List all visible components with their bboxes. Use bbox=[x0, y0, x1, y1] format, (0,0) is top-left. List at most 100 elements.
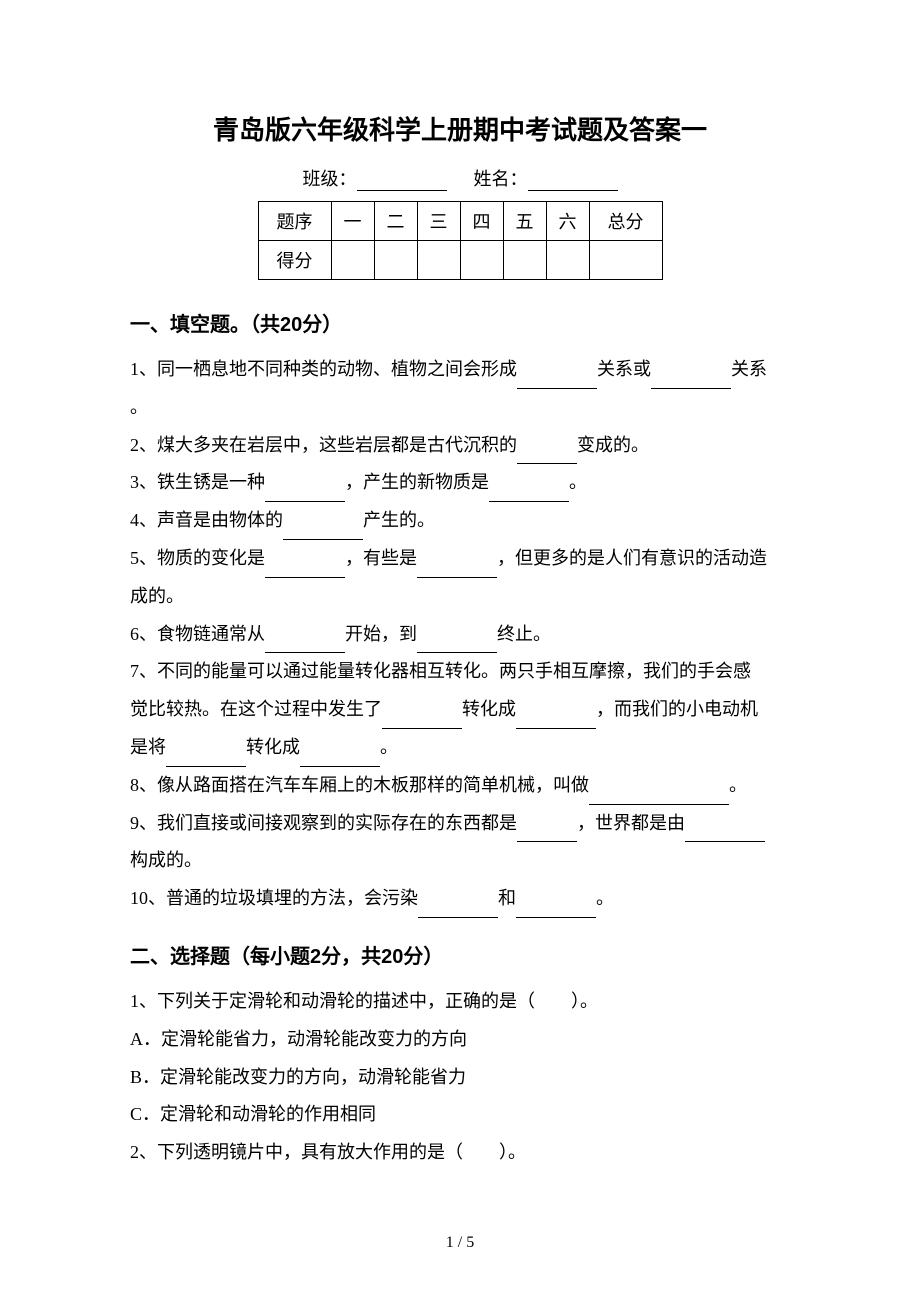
blank bbox=[517, 826, 577, 842]
text: 6、食物链通常从 bbox=[130, 624, 265, 644]
text: ，世界都是由 bbox=[577, 813, 685, 833]
text: 。 bbox=[569, 472, 587, 492]
blank bbox=[166, 751, 246, 767]
blank bbox=[489, 486, 569, 502]
text: 觉比较热。在这个过程中发生了 bbox=[130, 699, 382, 719]
score-cell bbox=[503, 241, 546, 280]
text: 8、像从路面搭在汽车车厢上的木板那样的简单机械，叫做 bbox=[130, 775, 589, 795]
text: 10、普通的垃圾填埋的方法，会污染 bbox=[130, 888, 418, 908]
blank bbox=[417, 562, 497, 578]
blank bbox=[517, 448, 577, 464]
name-blank bbox=[528, 173, 618, 191]
text: 开始，到 bbox=[345, 624, 417, 644]
text: 。 bbox=[130, 397, 148, 417]
score-table-header-row: 题序 一 二 三 四 五 六 总分 bbox=[258, 202, 662, 241]
text: 关系 bbox=[731, 359, 767, 379]
question-8: 8、像从路面搭在汽车车厢上的木板那样的简单机械，叫做 。 bbox=[130, 767, 790, 805]
blank bbox=[265, 637, 345, 653]
text: 4、声音是由物体的 bbox=[130, 510, 283, 530]
text: 9、我们直接或间接观察到的实际存在的东西都是 bbox=[130, 813, 517, 833]
score-header-cell: 三 bbox=[417, 202, 460, 241]
question-3: 3、铁生锈是一种 ，产生的新物质是 。 bbox=[130, 464, 790, 502]
question-7-cont1: 觉比较热。在这个过程中发生了 转化成 ，而我们的小电动机 bbox=[130, 691, 790, 729]
score-table: 题序 一 二 三 四 五 六 总分 得分 bbox=[258, 201, 663, 280]
question-9-cont: 构成的。 bbox=[130, 842, 790, 880]
text: 5、物质的变化是 bbox=[130, 548, 265, 568]
blank bbox=[589, 789, 729, 805]
score-row-label: 得分 bbox=[258, 241, 331, 280]
blank bbox=[300, 751, 380, 767]
section2-heading: 二、选择题（每小题2分，共20分） bbox=[130, 940, 790, 969]
text: ，但更多的是人们有意识的活动造 bbox=[497, 548, 767, 568]
document-title: 青岛版六年级科学上册期中考试题及答案一 bbox=[130, 110, 790, 147]
question-2: 2、煤大多夹在岩层中，这些岩层都是古代沉积的 变成的。 bbox=[130, 427, 790, 465]
text: 。 bbox=[729, 775, 747, 795]
section2-question-1: 1、下列关于定滑轮和动滑轮的描述中，正确的是（ ）。 bbox=[130, 983, 790, 1021]
name-label: 姓名： bbox=[474, 169, 528, 189]
section2-q1-option-c: C．定滑轮和动滑轮的作用相同 bbox=[130, 1096, 790, 1134]
question-5: 5、物质的变化是 ，有些是 ，但更多的是人们有意识的活动造 bbox=[130, 540, 790, 578]
text: ，有些是 bbox=[345, 548, 417, 568]
text: 成的。 bbox=[130, 586, 184, 606]
blank bbox=[417, 637, 497, 653]
question-4: 4、声音是由物体的 产生的。 bbox=[130, 502, 790, 540]
text: 是将 bbox=[130, 737, 166, 757]
score-header-cell: 二 bbox=[374, 202, 417, 241]
section2-q1-option-a: A．定滑轮能省力，动滑轮能改变力的方向 bbox=[130, 1021, 790, 1059]
text: ，产生的新物质是 bbox=[345, 472, 489, 492]
blank bbox=[516, 713, 596, 729]
score-cell bbox=[374, 241, 417, 280]
section2-q1-option-b: B．定滑轮能改变力的方向，动滑轮能省力 bbox=[130, 1059, 790, 1097]
question-1: 1、同一栖息地不同种类的动物、植物之间会形成 关系或 关系 bbox=[130, 351, 790, 389]
score-cell bbox=[589, 241, 662, 280]
text: 。 bbox=[596, 888, 614, 908]
question-7-cont2: 是将 转化成 。 bbox=[130, 729, 790, 767]
class-label: 班级： bbox=[303, 169, 357, 189]
score-cell bbox=[460, 241, 503, 280]
section1-heading: 一、填空题。（共20分） bbox=[130, 308, 790, 337]
question-9: 9、我们直接或间接观察到的实际存在的东西都是 ，世界都是由 bbox=[130, 805, 790, 843]
text: 1、同一栖息地不同种类的动物、植物之间会形成 bbox=[130, 359, 517, 379]
text: 终止。 bbox=[497, 624, 551, 644]
blank bbox=[283, 524, 363, 540]
score-header-cell: 一 bbox=[331, 202, 374, 241]
text: 和 bbox=[498, 888, 516, 908]
student-info-line: 班级： 姓名： bbox=[130, 165, 790, 191]
text: 变成的。 bbox=[577, 435, 649, 455]
blank bbox=[265, 486, 345, 502]
blank bbox=[265, 562, 345, 578]
text: ，而我们的小电动机 bbox=[596, 699, 758, 719]
score-cell bbox=[417, 241, 460, 280]
text: 2、煤大多夹在岩层中，这些岩层都是古代沉积的 bbox=[130, 435, 517, 455]
text: 转化成 bbox=[462, 699, 516, 719]
blank bbox=[516, 902, 596, 918]
text: 。 bbox=[380, 737, 398, 757]
blank bbox=[651, 373, 731, 389]
score-header-cell: 总分 bbox=[589, 202, 662, 241]
score-table-score-row: 得分 bbox=[258, 241, 662, 280]
score-cell bbox=[546, 241, 589, 280]
score-cell bbox=[331, 241, 374, 280]
blank bbox=[418, 902, 498, 918]
text: 3、铁生锈是一种 bbox=[130, 472, 265, 492]
score-header-cell: 题序 bbox=[258, 202, 331, 241]
question-7: 7、不同的能量可以通过能量转化器相互转化。两只手相互摩擦，我们的手会感 bbox=[130, 653, 790, 691]
section2-question-2: 2、下列透明镜片中，具有放大作用的是（ ）。 bbox=[130, 1134, 790, 1172]
blank bbox=[685, 826, 765, 842]
text: 产生的。 bbox=[363, 510, 435, 530]
score-header-cell: 五 bbox=[503, 202, 546, 241]
text: 7、不同的能量可以通过能量转化器相互转化。两只手相互摩擦，我们的手会感 bbox=[130, 661, 751, 681]
question-1-cont: 。 bbox=[130, 389, 790, 427]
question-10: 10、普通的垃圾填埋的方法，会污染 和 。 bbox=[130, 880, 790, 918]
score-header-cell: 六 bbox=[546, 202, 589, 241]
text: 转化成 bbox=[246, 737, 300, 757]
score-header-cell: 四 bbox=[460, 202, 503, 241]
text: 构成的。 bbox=[130, 850, 202, 870]
question-6: 6、食物链通常从 开始，到 终止。 bbox=[130, 616, 790, 654]
blank bbox=[517, 373, 597, 389]
blank bbox=[382, 713, 462, 729]
text: 关系或 bbox=[597, 359, 651, 379]
question-5-cont: 成的。 bbox=[130, 578, 790, 616]
class-blank bbox=[357, 173, 447, 191]
page-number: 1 / 5 bbox=[0, 1234, 920, 1252]
